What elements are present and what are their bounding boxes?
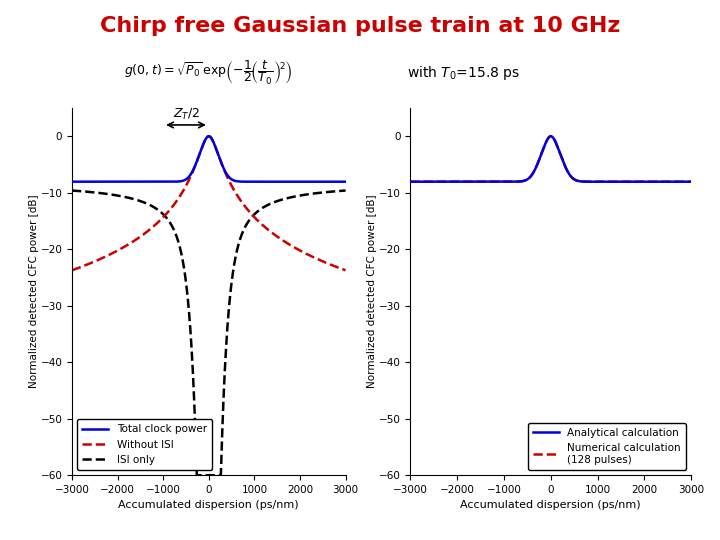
Text: $Z_T/2$: $Z_T/2$ [173, 107, 199, 122]
X-axis label: Accumulated dispersion (ps/nm): Accumulated dispersion (ps/nm) [461, 501, 641, 510]
Text: $g(0,t)=\sqrt{P_0}\,\exp\!\left(-\dfrac{1}{2}\!\left(\dfrac{t}{T_0}\right)^{\!2}: $g(0,t)=\sqrt{P_0}\,\exp\!\left(-\dfrac{… [125, 59, 293, 87]
X-axis label: Accumulated dispersion (ps/nm): Accumulated dispersion (ps/nm) [119, 501, 299, 510]
Text: with $T_0$=15.8 ps: with $T_0$=15.8 ps [407, 64, 520, 82]
Y-axis label: Normalized detected CFC power [dB]: Normalized detected CFC power [dB] [29, 195, 39, 388]
Y-axis label: Normalized detected CFC power [dB]: Normalized detected CFC power [dB] [367, 195, 377, 388]
Legend: Total clock power, Without ISI, ISI only: Total clock power, Without ISI, ISI only [77, 419, 212, 470]
Legend: Analytical calculation, Numerical calculation
(128 pulses): Analytical calculation, Numerical calcul… [528, 423, 686, 470]
Text: Chirp free Gaussian pulse train at 10 GHz: Chirp free Gaussian pulse train at 10 GH… [100, 16, 620, 36]
